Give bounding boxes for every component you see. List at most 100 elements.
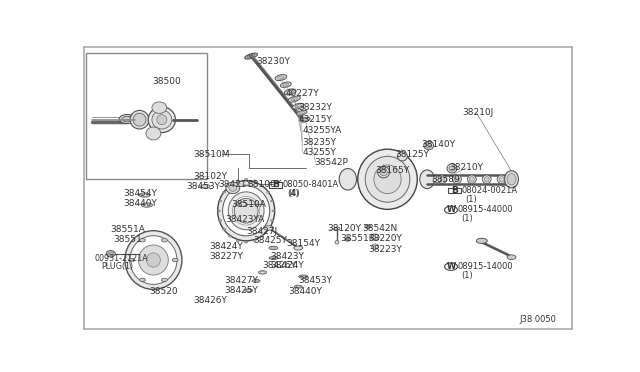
Ellipse shape (252, 279, 260, 282)
Ellipse shape (296, 110, 307, 115)
Text: 00931-2121A: 00931-2121A (95, 254, 148, 263)
Text: 38551A: 38551A (111, 225, 146, 234)
Circle shape (236, 180, 239, 182)
Circle shape (219, 200, 221, 202)
Circle shape (172, 258, 178, 262)
Text: 38427J: 38427J (246, 227, 277, 236)
Ellipse shape (438, 175, 447, 183)
Ellipse shape (244, 53, 257, 59)
Text: 38425Y: 38425Y (224, 286, 258, 295)
Ellipse shape (440, 177, 445, 182)
Ellipse shape (484, 177, 489, 182)
Ellipse shape (239, 202, 246, 206)
Text: 38520: 38520 (150, 287, 178, 296)
Ellipse shape (294, 285, 302, 288)
Circle shape (445, 206, 458, 214)
Text: 38227Y: 38227Y (209, 251, 243, 260)
Ellipse shape (226, 182, 240, 193)
Circle shape (223, 192, 225, 193)
Text: 38551F: 38551F (340, 234, 374, 243)
Ellipse shape (339, 169, 356, 190)
Text: (1): (1) (461, 214, 473, 223)
Text: B: B (272, 180, 279, 189)
Ellipse shape (141, 194, 147, 196)
Ellipse shape (148, 107, 175, 132)
Ellipse shape (299, 111, 305, 114)
Circle shape (345, 238, 351, 241)
Text: 38542N: 38542N (363, 224, 398, 233)
Ellipse shape (469, 177, 474, 182)
Ellipse shape (246, 290, 251, 291)
Ellipse shape (278, 76, 284, 79)
Ellipse shape (299, 275, 308, 278)
Ellipse shape (218, 181, 275, 241)
Text: 08915-44000: 08915-44000 (458, 205, 513, 214)
Ellipse shape (483, 175, 491, 183)
Ellipse shape (420, 170, 435, 189)
Ellipse shape (433, 176, 441, 183)
Ellipse shape (144, 204, 150, 206)
Ellipse shape (259, 271, 266, 274)
Ellipse shape (247, 54, 255, 58)
Text: 38235Y: 38235Y (302, 138, 336, 147)
Circle shape (249, 55, 253, 57)
Text: 38453Y: 38453Y (298, 276, 332, 285)
Ellipse shape (271, 247, 276, 249)
Circle shape (228, 185, 232, 186)
Text: 38510M: 38510M (193, 150, 230, 158)
Text: 38427Y: 38427Y (224, 276, 258, 285)
Circle shape (244, 179, 248, 180)
Ellipse shape (294, 246, 303, 250)
Text: 38426Y: 38426Y (193, 296, 227, 305)
Ellipse shape (287, 90, 294, 93)
Ellipse shape (234, 198, 258, 223)
Text: 38140Y: 38140Y (421, 140, 455, 149)
Text: 38230Y: 38230Y (256, 57, 290, 66)
Ellipse shape (223, 186, 269, 236)
Text: 38421Y: 38421Y (218, 180, 252, 189)
Ellipse shape (271, 257, 276, 259)
Ellipse shape (133, 113, 146, 126)
Circle shape (271, 219, 273, 221)
Ellipse shape (476, 238, 487, 243)
Text: PLUG(1): PLUG(1) (101, 262, 133, 271)
Circle shape (228, 235, 232, 237)
Text: (1): (1) (461, 271, 473, 280)
Text: 08050-8401A: 08050-8401A (282, 180, 339, 189)
Text: 38426Y: 38426Y (262, 261, 296, 270)
Ellipse shape (365, 156, 410, 202)
Ellipse shape (138, 245, 168, 275)
Text: 08024-0021A: 08024-0021A (462, 186, 518, 195)
Text: 38440Y: 38440Y (124, 199, 157, 208)
Text: 38232Y: 38232Y (298, 103, 332, 112)
Bar (86, 53, 207, 179)
Ellipse shape (424, 141, 434, 150)
Text: 38210Y: 38210Y (449, 163, 484, 172)
Ellipse shape (447, 164, 457, 173)
Ellipse shape (146, 127, 161, 140)
Text: 43215Y: 43215Y (298, 115, 332, 124)
Circle shape (253, 240, 256, 241)
Circle shape (122, 116, 132, 122)
Text: 38425Y: 38425Y (253, 236, 287, 246)
Circle shape (219, 219, 221, 221)
Bar (269, 182, 282, 187)
Text: 38154Y: 38154Y (286, 239, 320, 248)
Circle shape (260, 185, 264, 186)
Circle shape (244, 241, 248, 243)
Ellipse shape (372, 244, 379, 249)
Text: J38 0050: J38 0050 (519, 315, 556, 324)
Ellipse shape (397, 152, 408, 161)
Circle shape (129, 258, 134, 262)
Ellipse shape (157, 115, 167, 125)
Text: (4): (4) (288, 189, 300, 198)
Text: 38440Y: 38440Y (288, 287, 322, 296)
Ellipse shape (507, 173, 516, 185)
Text: (1): (1) (465, 195, 477, 204)
Text: 38165Y: 38165Y (375, 166, 409, 175)
Text: B: B (451, 186, 458, 195)
Ellipse shape (283, 83, 289, 86)
Text: 38551: 38551 (114, 235, 143, 244)
Ellipse shape (295, 105, 301, 108)
Text: 38453Y: 38453Y (187, 182, 221, 191)
